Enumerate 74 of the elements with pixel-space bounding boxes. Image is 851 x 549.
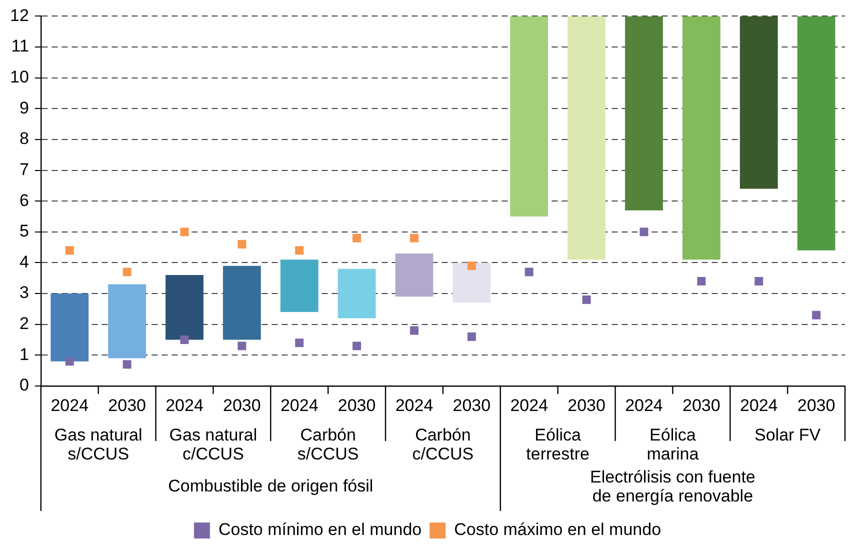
y-tick-label: 9 — [19, 98, 29, 118]
y-tick-label: 6 — [19, 190, 29, 210]
x-tick-label: 2030 — [452, 396, 491, 415]
bar — [338, 268, 376, 318]
y-tick-label: 1 — [19, 344, 29, 364]
text: Electrólisis con fuente de energía renovable — [590, 468, 756, 506]
y-tick-label: 2 — [19, 314, 29, 334]
x-tick-label: 2024 — [50, 396, 89, 415]
y-tick-label: 7 — [19, 160, 29, 179]
y-tick-label: 5 — [19, 222, 29, 241]
point — [238, 342, 246, 350]
bar — [740, 16, 778, 189]
bar — [568, 16, 606, 260]
point — [582, 295, 591, 304]
x-tick-label: 2030 — [338, 396, 376, 415]
y-tick-label: 8 — [19, 129, 29, 148]
point — [65, 246, 74, 255]
point — [524, 268, 534, 276]
point — [812, 310, 821, 320]
point — [697, 276, 706, 286]
legend-label: Costo máximo en el mundo — [454, 520, 662, 540]
point — [122, 360, 132, 369]
point — [65, 357, 74, 366]
x-tick-label: 2030 — [223, 396, 261, 415]
y-tick-label: 3 — [19, 283, 29, 302]
point — [352, 342, 362, 350]
text: Eólica terrestre — [526, 426, 590, 464]
y-tick-label: 10 — [10, 68, 29, 87]
bar — [682, 16, 720, 260]
x-tick-label: 2024 — [625, 396, 663, 415]
x-tick-label: 2024 — [510, 396, 548, 415]
text: Carbón s/CCUS — [297, 426, 359, 464]
bar — [395, 253, 434, 297]
text: Gas natural s/CCUS — [54, 426, 142, 464]
text: Solar FV — [754, 426, 822, 445]
x-tick-label: 2024 — [395, 396, 434, 415]
point — [467, 332, 476, 341]
x-tick-label: 2030 — [568, 396, 606, 415]
point — [410, 326, 418, 335]
bar — [452, 262, 491, 303]
bar — [108, 284, 146, 358]
y-tick-label: 12 — [10, 6, 29, 25]
point — [180, 228, 189, 236]
bar — [280, 260, 318, 312]
bar — [222, 266, 261, 340]
point — [640, 228, 648, 236]
point — [754, 276, 764, 286]
text: Combustible de origen fósil — [168, 476, 374, 496]
bar — [797, 16, 836, 250]
point — [352, 234, 362, 242]
point — [180, 336, 189, 344]
point — [122, 268, 132, 276]
x-tick-label: 2024 — [166, 396, 204, 415]
bar — [625, 16, 663, 210]
y-tick-label: 4 — [19, 252, 29, 272]
x-tick-label: 2030 — [682, 396, 720, 415]
point — [467, 262, 476, 270]
legend-label: Costo mínimo en el mundo — [218, 520, 422, 540]
bar — [510, 16, 548, 217]
bar — [50, 294, 89, 362]
text: Eólica marina — [646, 426, 700, 464]
x-tick-label: 2024 — [740, 396, 778, 415]
point — [295, 246, 304, 255]
x-tick-label: 2030 — [108, 396, 146, 415]
point — [410, 234, 418, 242]
point — [295, 338, 304, 348]
x-tick-label: 2030 — [797, 396, 836, 415]
text: Carbón c/CCUS — [412, 426, 474, 464]
point — [238, 240, 246, 248]
y-tick-label: 11 — [11, 36, 29, 56]
bar — [166, 275, 204, 340]
text: Gas natural c/CCUS — [169, 426, 258, 464]
x-tick-label: 2024 — [280, 396, 318, 415]
y-tick-label: 0 — [19, 376, 29, 395]
